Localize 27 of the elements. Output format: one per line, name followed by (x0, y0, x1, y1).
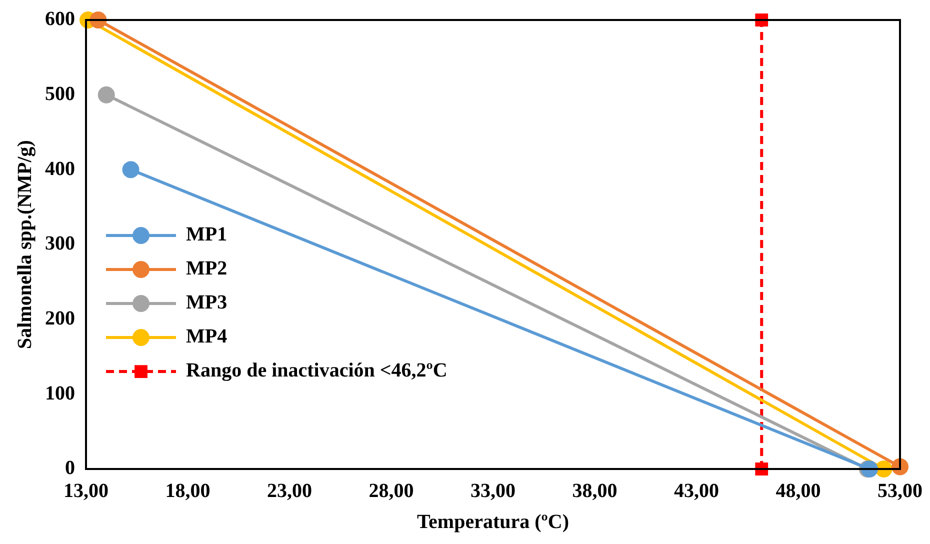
y-tick-label: 100 (45, 382, 75, 404)
point (122, 161, 140, 178)
x-tick-label: 28,00 (368, 480, 414, 502)
legend-label: Rango de inactivación <46,2ºC (186, 360, 448, 382)
x-axis-title: Temperatura (ºC) (417, 511, 569, 534)
legend-label: MP3 (186, 292, 228, 314)
point (755, 462, 768, 476)
legend-label: MP4 (186, 326, 228, 348)
x-tick-label: 48,00 (776, 480, 821, 502)
x-tick-label: 23,00 (267, 480, 312, 502)
y-tick-label: 0 (65, 457, 75, 480)
x-tick-label: 13,00 (64, 480, 108, 502)
y-tick-label: 500 (45, 83, 75, 106)
x-tick-label: 53,00 (878, 480, 922, 502)
y-tick-label: 400 (45, 158, 75, 180)
x-tick-label: 43,00 (674, 480, 719, 502)
point (755, 14, 768, 26)
legend-label: MP1 (186, 224, 228, 246)
y-tick-label: 200 (45, 308, 75, 330)
legend-label: MP2 (186, 258, 228, 280)
x-tick-label: 33,00 (470, 480, 516, 502)
y-axis-title: Salmonella spp.(NMP/g) (14, 140, 36, 349)
point (98, 86, 115, 104)
x-tick-label: 18,00 (165, 480, 210, 502)
x-tick-label: 38,00 (572, 480, 618, 502)
y-tick-label: 600 (45, 8, 75, 30)
y-tick-label: 300 (45, 232, 75, 255)
